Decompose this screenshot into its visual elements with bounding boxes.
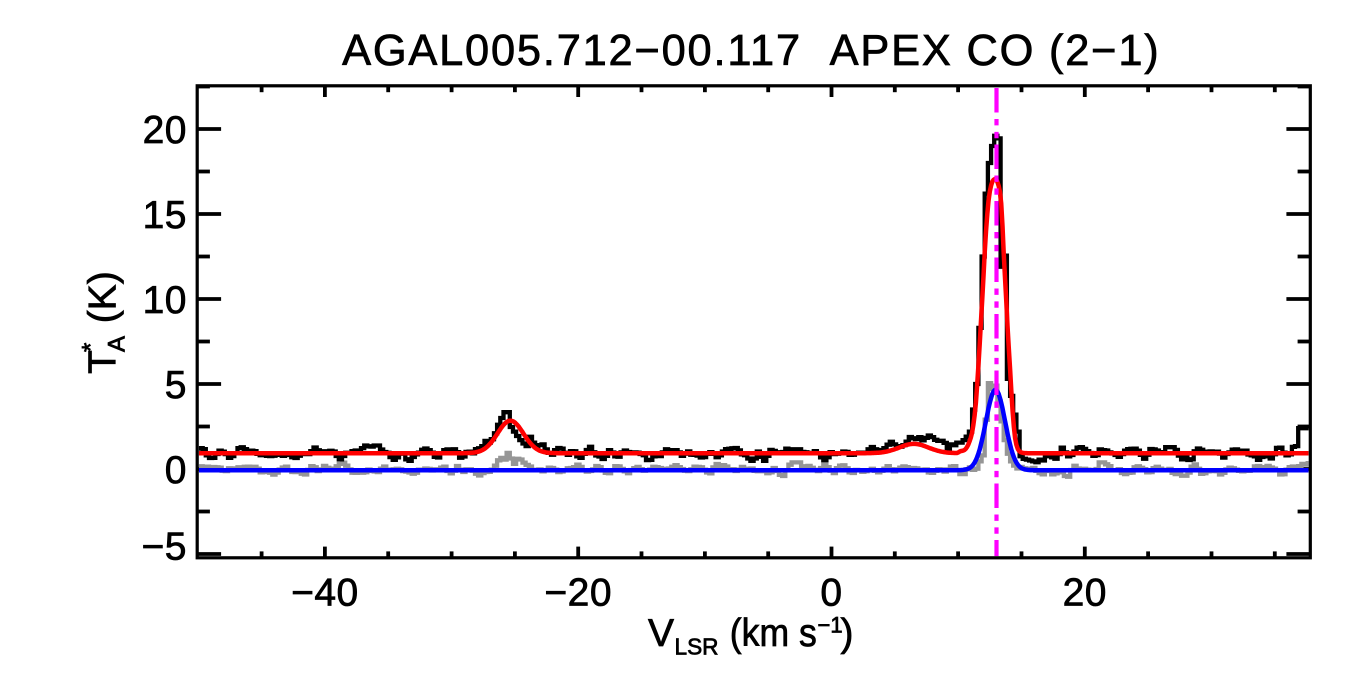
svg-text:20: 20 <box>1063 572 1107 615</box>
svg-text:LSR: LSR <box>675 634 719 660</box>
svg-text:−5: −5 <box>142 526 187 569</box>
svg-text:5: 5 <box>165 364 187 407</box>
svg-text:(km s: (km s <box>730 612 817 655</box>
svg-text:AGAL005.712−00.117 APEX CO (2: AGAL005.712−00.117 APEX CO (2−1) <box>342 27 1160 75</box>
svg-text:(K): (K) <box>82 271 125 323</box>
svg-text:20: 20 <box>143 109 187 152</box>
svg-text:−40: −40 <box>291 572 359 615</box>
svg-text:A: A <box>104 336 131 352</box>
svg-text:10: 10 <box>143 279 187 322</box>
svg-text:*: * <box>78 343 105 352</box>
svg-text:T: T <box>82 350 125 374</box>
svg-text:0: 0 <box>165 449 187 492</box>
svg-text:−20: −20 <box>544 572 612 615</box>
svg-text:0: 0 <box>820 572 842 615</box>
svg-text:15: 15 <box>143 194 187 237</box>
svg-text:−1: −1 <box>818 612 843 637</box>
svg-text:): ) <box>841 612 854 655</box>
svg-text:V: V <box>648 612 674 655</box>
